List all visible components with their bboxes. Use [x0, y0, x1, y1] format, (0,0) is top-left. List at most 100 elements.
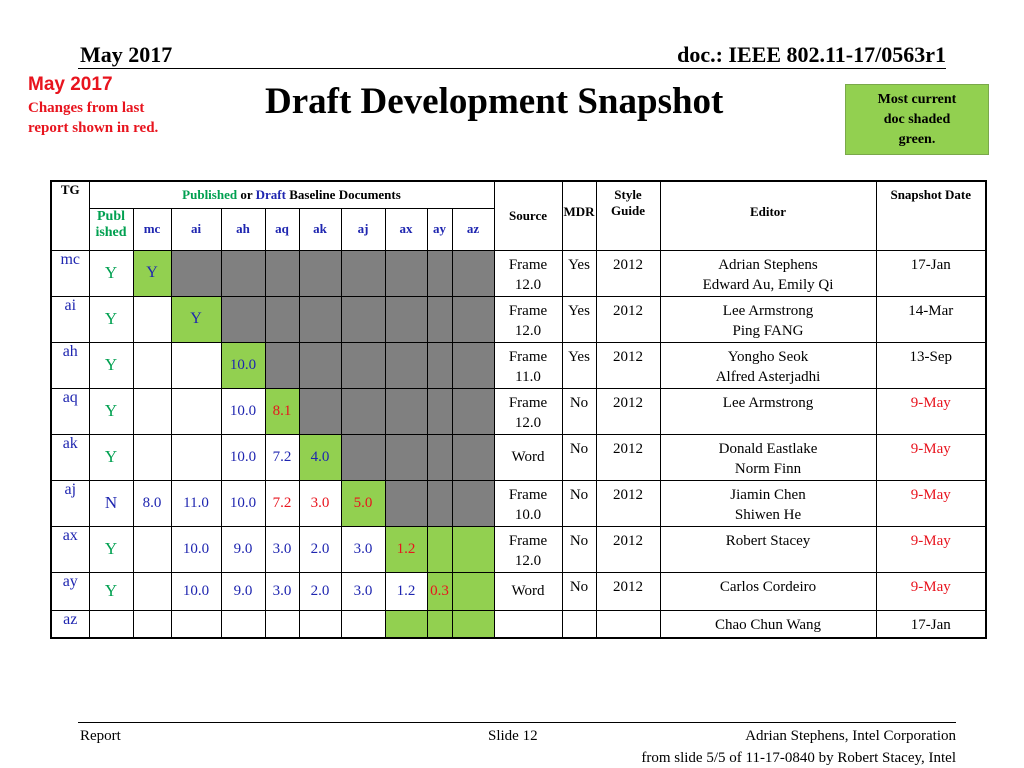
note-date: May 2017 — [28, 74, 113, 95]
table-row: ay Y 10.0 9.0 3.0 2.0 3.0 1.2 0.3 Word No 2012 Carlo… — [50, 571, 987, 611]
source-line-2: Word — [511, 582, 545, 599]
cell-ay — [426, 479, 453, 527]
cell-ah — [220, 609, 266, 639]
row-source: Word — [493, 433, 563, 481]
row-snapshot-date: 14-Mar — [875, 295, 987, 343]
table-row: ak Y 10.0 7.2 4.0 Word No 2012 Donald Eastlake No… — [50, 433, 987, 481]
cell-ax — [384, 249, 428, 297]
row-published: Y — [88, 249, 134, 297]
row-snapshot-date: 9-May — [875, 525, 987, 573]
header-source: Source — [493, 180, 563, 251]
row-editor: Jiamin Chen Shiwen He — [659, 479, 877, 527]
col-header-aq: aq — [264, 207, 300, 251]
cell-ak — [298, 295, 342, 343]
row-mdr: No — [561, 571, 597, 611]
footer-rule — [78, 722, 956, 723]
cell-aj — [340, 433, 386, 481]
editor-line-2: Norm Finn — [734, 460, 802, 477]
header-snapshot-date: Snapshot Date — [875, 180, 987, 251]
row-published: Y — [88, 387, 134, 435]
legend-line-3: green. — [898, 132, 936, 147]
header-mdr: MDR — [561, 180, 597, 251]
editor-line-1: Lee Armstrong — [722, 302, 814, 319]
editor-line-2: Ping FANG — [732, 322, 804, 339]
cell-ak — [298, 387, 342, 435]
row-editor: Lee Armstrong Ping FANG — [659, 295, 877, 343]
row-source: Frame 12.0 — [493, 295, 563, 343]
row-style-guide: 2012 — [595, 571, 661, 611]
source-line-2: 12.0 — [514, 276, 542, 293]
row-tg: ay — [50, 571, 90, 611]
row-style-guide: 2012 — [595, 433, 661, 481]
source-line-1: Frame — [508, 486, 548, 503]
col-header-ay: ay — [426, 207, 453, 251]
note-changes: Changes from last report shown in red. — [28, 98, 158, 138]
table-row: mc Y Y Frame 12.0 Yes 2012 Adrian Stephens Edwar… — [50, 249, 987, 297]
cell-ax — [384, 433, 428, 481]
row-published: Y — [88, 571, 134, 611]
cell-aq: 3.0 — [264, 525, 300, 573]
cell-ai: 10.0 — [170, 571, 222, 611]
editor-line-2: Edward Au, Emily Qi — [702, 276, 834, 293]
cell-ai — [170, 249, 222, 297]
row-published — [88, 609, 134, 639]
cell-ah: 9.0 — [220, 525, 266, 573]
editor-line-1: Donald Eastlake — [718, 440, 818, 457]
cell-mc — [132, 295, 172, 343]
snapshot-table: TG Published or Draft Baseline Documents… — [50, 180, 987, 639]
row-published: Y — [88, 525, 134, 573]
cell-aj — [340, 387, 386, 435]
cell-ah: 10.0 — [220, 433, 266, 481]
row-style-guide: 2012 — [595, 387, 661, 435]
row-mdr — [561, 609, 597, 639]
row-source — [493, 609, 563, 639]
header-doc-number: doc.: IEEE 802.11-17/0563r1 — [677, 42, 946, 67]
source-line-1: Frame — [508, 302, 548, 319]
cell-ah — [220, 295, 266, 343]
cell-ay — [426, 525, 453, 573]
cell-ai — [170, 341, 222, 389]
col-header-mc: mc — [132, 207, 172, 251]
editor-line-1: Robert Stacey — [725, 532, 811, 549]
source-line-2: 12.0 — [514, 322, 542, 339]
cell-ax: 1.2 — [384, 525, 428, 573]
footer-slide-number: Slide 12 — [488, 728, 538, 744]
col-header-ai: ai — [170, 207, 222, 251]
cell-az — [451, 479, 495, 527]
header-published-col: Publ ished — [88, 207, 134, 251]
row-published: N — [88, 479, 134, 527]
header-baseline: Published or Draft Baseline Documents — [88, 180, 495, 209]
source-line-1: Frame — [508, 394, 548, 411]
header-date: May 2017 — [80, 42, 173, 67]
cell-ay — [426, 433, 453, 481]
cell-aq: 3.0 — [264, 571, 300, 611]
row-style-guide: 2012 — [595, 479, 661, 527]
row-snapshot-date: 17-Jan — [875, 609, 987, 639]
header-style-line-2: Guide — [611, 203, 645, 218]
cell-aq — [264, 249, 300, 297]
row-editor: Chao Chun Wang — [659, 609, 877, 639]
header-baseline-word: Baseline Documents — [285, 186, 401, 202]
editor-line-1: Chao Chun Wang — [714, 616, 821, 633]
col-header-ah: ah — [220, 207, 266, 251]
source-line-2: 10.0 — [514, 506, 542, 523]
cell-mc — [132, 433, 172, 481]
header-rule — [78, 68, 946, 69]
row-mdr: Yes — [561, 341, 597, 389]
cell-az — [451, 609, 495, 639]
row-tg: aq — [50, 387, 90, 435]
cell-aq — [264, 295, 300, 343]
header-editor: Editor — [659, 180, 877, 251]
source-line-2: 12.0 — [514, 552, 542, 569]
cell-az — [451, 525, 495, 573]
row-mdr: No — [561, 433, 597, 481]
cell-ah: 10.0 — [220, 341, 266, 389]
source-line-2: 12.0 — [514, 414, 542, 431]
row-tg: ax — [50, 525, 90, 573]
source-line-2: Word — [511, 448, 545, 465]
source-line-1: Frame — [508, 256, 548, 273]
row-snapshot-date: 9-May — [875, 433, 987, 481]
col-header-az: az — [451, 207, 495, 251]
row-source: Word — [493, 571, 563, 611]
row-editor: Robert Stacey — [659, 525, 877, 573]
